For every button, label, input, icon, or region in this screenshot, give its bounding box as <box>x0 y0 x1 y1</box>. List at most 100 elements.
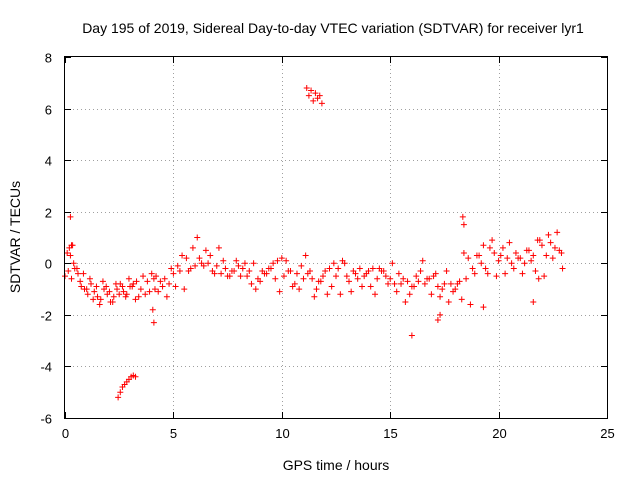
data-point <box>110 293 117 300</box>
x-tick-labels: 0 5 10 15 20 25 <box>62 426 615 441</box>
data-point <box>109 298 116 305</box>
data-point <box>439 286 446 293</box>
data-point <box>220 257 227 264</box>
data-point <box>103 283 110 290</box>
data-point <box>114 286 121 293</box>
data-point <box>283 257 290 264</box>
data-point <box>346 278 353 285</box>
data-point <box>174 262 181 269</box>
data-point <box>495 257 502 264</box>
data-point <box>241 260 248 267</box>
data-point <box>303 84 310 91</box>
data-point <box>480 304 487 311</box>
data-point <box>211 270 218 277</box>
data-point <box>144 278 151 285</box>
data-point <box>387 275 394 282</box>
data-point <box>549 255 556 262</box>
data-point <box>300 275 307 282</box>
data-point <box>408 332 415 339</box>
data-point <box>543 252 550 259</box>
data-point <box>454 280 461 287</box>
data-point <box>179 252 186 259</box>
data-point <box>91 288 98 295</box>
data-point <box>316 92 323 99</box>
data-point <box>106 288 113 295</box>
data-point <box>119 283 126 290</box>
data-point <box>215 244 222 251</box>
data-point <box>441 280 448 287</box>
data-point <box>218 270 225 277</box>
data-point <box>68 242 75 249</box>
data-point <box>469 265 476 272</box>
data-point <box>489 237 496 244</box>
data-point <box>369 265 376 272</box>
data-point <box>185 268 192 275</box>
data-point <box>305 92 312 99</box>
data-point <box>428 291 435 298</box>
data-point <box>306 268 313 275</box>
data-point <box>123 291 130 298</box>
data-point <box>235 262 242 269</box>
data-point <box>400 275 407 282</box>
data-point <box>476 252 483 259</box>
data-point <box>535 275 542 282</box>
data-point <box>140 273 147 280</box>
data-point <box>318 100 325 107</box>
data-point <box>168 265 175 272</box>
data-point <box>523 247 530 254</box>
data-point <box>78 283 85 290</box>
data-point <box>445 298 452 305</box>
data-point <box>482 265 489 272</box>
data-point <box>554 229 561 236</box>
data-point <box>372 291 379 298</box>
data-point <box>510 265 517 272</box>
data-point <box>151 286 158 293</box>
data-point <box>447 280 454 287</box>
data-point <box>207 252 214 259</box>
data-point <box>205 260 212 267</box>
data-point <box>519 270 526 277</box>
data-point <box>77 278 84 285</box>
data-point <box>267 265 274 272</box>
data-point <box>96 301 103 308</box>
data-point <box>558 249 565 256</box>
data-point <box>437 293 444 300</box>
data-point <box>122 293 129 300</box>
data-point <box>504 255 511 262</box>
data-point <box>547 239 554 246</box>
data-point <box>163 293 170 300</box>
data-point <box>213 262 220 269</box>
data-point <box>64 249 71 256</box>
data-point <box>432 270 439 277</box>
data-point <box>393 288 400 295</box>
data-point <box>330 260 337 267</box>
data-point <box>196 255 203 262</box>
data-point <box>545 231 552 238</box>
data-point <box>424 275 431 282</box>
data-point <box>398 280 405 287</box>
data-point <box>137 286 144 293</box>
data-point <box>450 288 457 295</box>
data-point <box>112 280 119 287</box>
data-point <box>322 268 329 275</box>
data-point <box>244 273 251 280</box>
data-point <box>484 270 491 277</box>
data-point <box>67 213 74 220</box>
data-point <box>254 275 261 282</box>
data-point <box>161 275 168 282</box>
data-point <box>411 283 418 290</box>
data-point <box>502 270 509 277</box>
data-point <box>259 268 266 275</box>
data-point <box>129 283 136 290</box>
data-point <box>404 278 411 285</box>
data-point <box>150 319 157 326</box>
data-point <box>252 286 259 293</box>
data-point <box>341 260 348 267</box>
data-point <box>222 265 229 272</box>
data-point <box>508 260 515 267</box>
data-point <box>467 301 474 308</box>
data-point <box>88 280 95 287</box>
data-point <box>515 255 522 262</box>
data-point <box>116 291 123 298</box>
data-point <box>434 317 441 324</box>
